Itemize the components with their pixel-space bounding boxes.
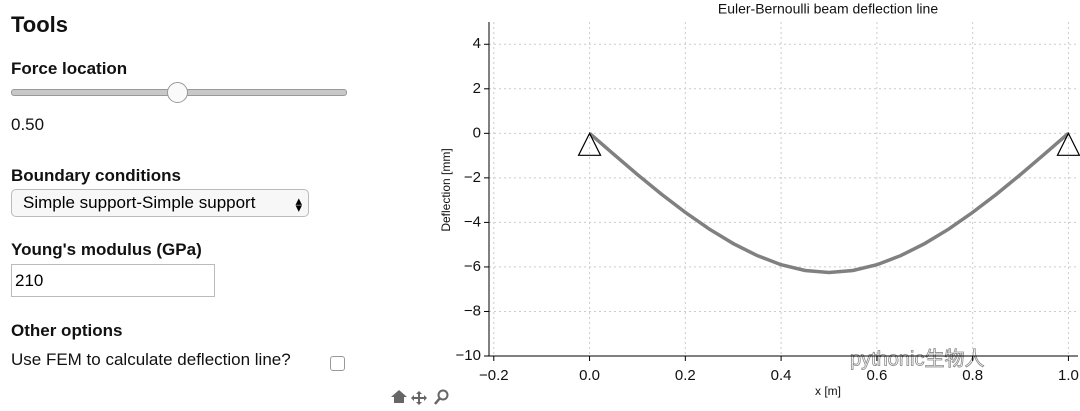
input-value: 210 — [15, 271, 44, 290]
select-arrows: ▾ — [295, 200, 302, 215]
zoom-button[interactable] — [434, 389, 449, 405]
select-arrows: ▴ — [295, 193, 302, 208]
select-value: Simple support-Simple support — [23, 193, 256, 212]
label: Force location — [11, 59, 128, 78]
support-marker — [1056, 131, 1080, 156]
label: Boundary conditions — [11, 166, 181, 185]
pan-button[interactable] — [411, 391, 427, 405]
checkbox[interactable] — [330, 356, 345, 371]
y-axis-label: Deflection [mm] — [439, 148, 453, 231]
select[interactable]: Simple support-Simple support ▴ ▾ — [11, 189, 309, 217]
y-tick-label: 2 — [473, 80, 481, 97]
slider-thumb[interactable] — [167, 82, 188, 103]
checkbox-label: Use FEM to calculate deflection line? — [11, 350, 291, 369]
x-tick-label: −0.2 — [479, 367, 509, 384]
y-tick-label: −6 — [464, 258, 481, 275]
y-tick-label: −8 — [464, 302, 481, 319]
label: Young's modulus (GPa) — [11, 240, 202, 259]
panel-title: Tools — [11, 12, 69, 37]
chart-title: Euler-Bernoulli beam deflection line — [718, 1, 938, 17]
x-tick-label: 1.0 — [1058, 367, 1079, 384]
slider-value: 0.50 — [11, 115, 45, 134]
y-tick-label: −10 — [456, 347, 481, 364]
x-tick-label: 0.8 — [962, 367, 983, 384]
zoom-icon — [437, 389, 449, 401]
watermark: pythonic生物人 — [850, 347, 985, 370]
x-tick-label: 0.2 — [675, 367, 696, 384]
support-marker — [577, 131, 602, 156]
x-tick-label: 0.6 — [866, 367, 887, 384]
y-tick-label: −4 — [464, 213, 481, 230]
y-tick-label: 0 — [473, 124, 481, 141]
deflection-line — [588, 132, 1070, 275]
home-button[interactable] — [391, 390, 407, 403]
x-tick-label: 0.0 — [579, 367, 600, 384]
y-tick-label: 4 — [473, 35, 481, 52]
label: Other options — [11, 321, 123, 340]
y-tick-label: −2 — [464, 169, 481, 186]
zoom-icon — [434, 397, 441, 405]
x-tick-label: 0.4 — [771, 367, 792, 384]
toolbar — [391, 389, 449, 405]
text-input[interactable]: 210 — [11, 264, 215, 297]
x-axis-label: x [m] — [815, 384, 841, 398]
